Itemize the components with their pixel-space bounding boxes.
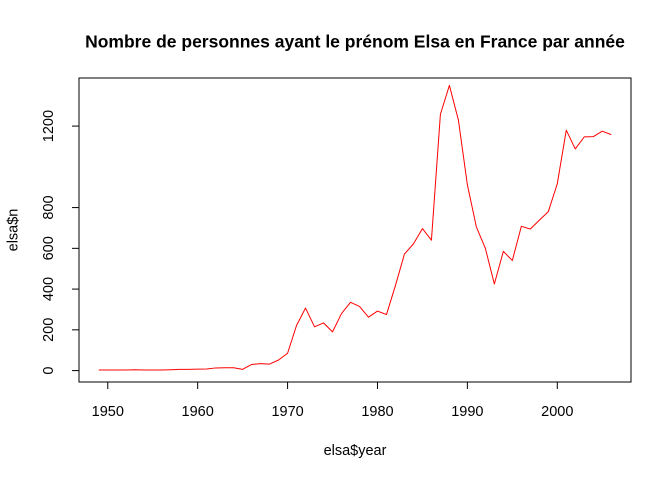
y-tick-label: 0 — [41, 367, 57, 375]
y-axis-label: elsa$n — [6, 209, 22, 252]
x-axis-ticks: 1950 1960 1970 1980 1990 2000 — [92, 382, 573, 420]
x-tick-label: 1980 — [361, 404, 393, 420]
plot-series — [98, 84, 612, 371]
x-tick-label: 1960 — [182, 404, 214, 420]
plot-frame — [78, 77, 632, 383]
chart-title: Nombre de personnes ayant le prénom Elsa… — [85, 32, 625, 52]
y-tick-label: 400 — [41, 277, 57, 301]
series-line — [98, 84, 612, 371]
x-tick-label: 1970 — [271, 404, 303, 420]
y-tick-label: 600 — [41, 236, 57, 260]
y-tick-label: 200 — [41, 318, 57, 342]
y-tick-label: 800 — [41, 195, 57, 219]
x-tick-label: 1990 — [451, 404, 483, 420]
x-tick-label: 1950 — [92, 404, 124, 420]
x-axis-label: elsa$year — [324, 443, 387, 459]
x-tick-label: 2000 — [541, 404, 573, 420]
y-tick-label: 1200 — [41, 110, 57, 142]
y-axis-ticks: 0 200 400 600 800 1200 — [41, 110, 79, 375]
